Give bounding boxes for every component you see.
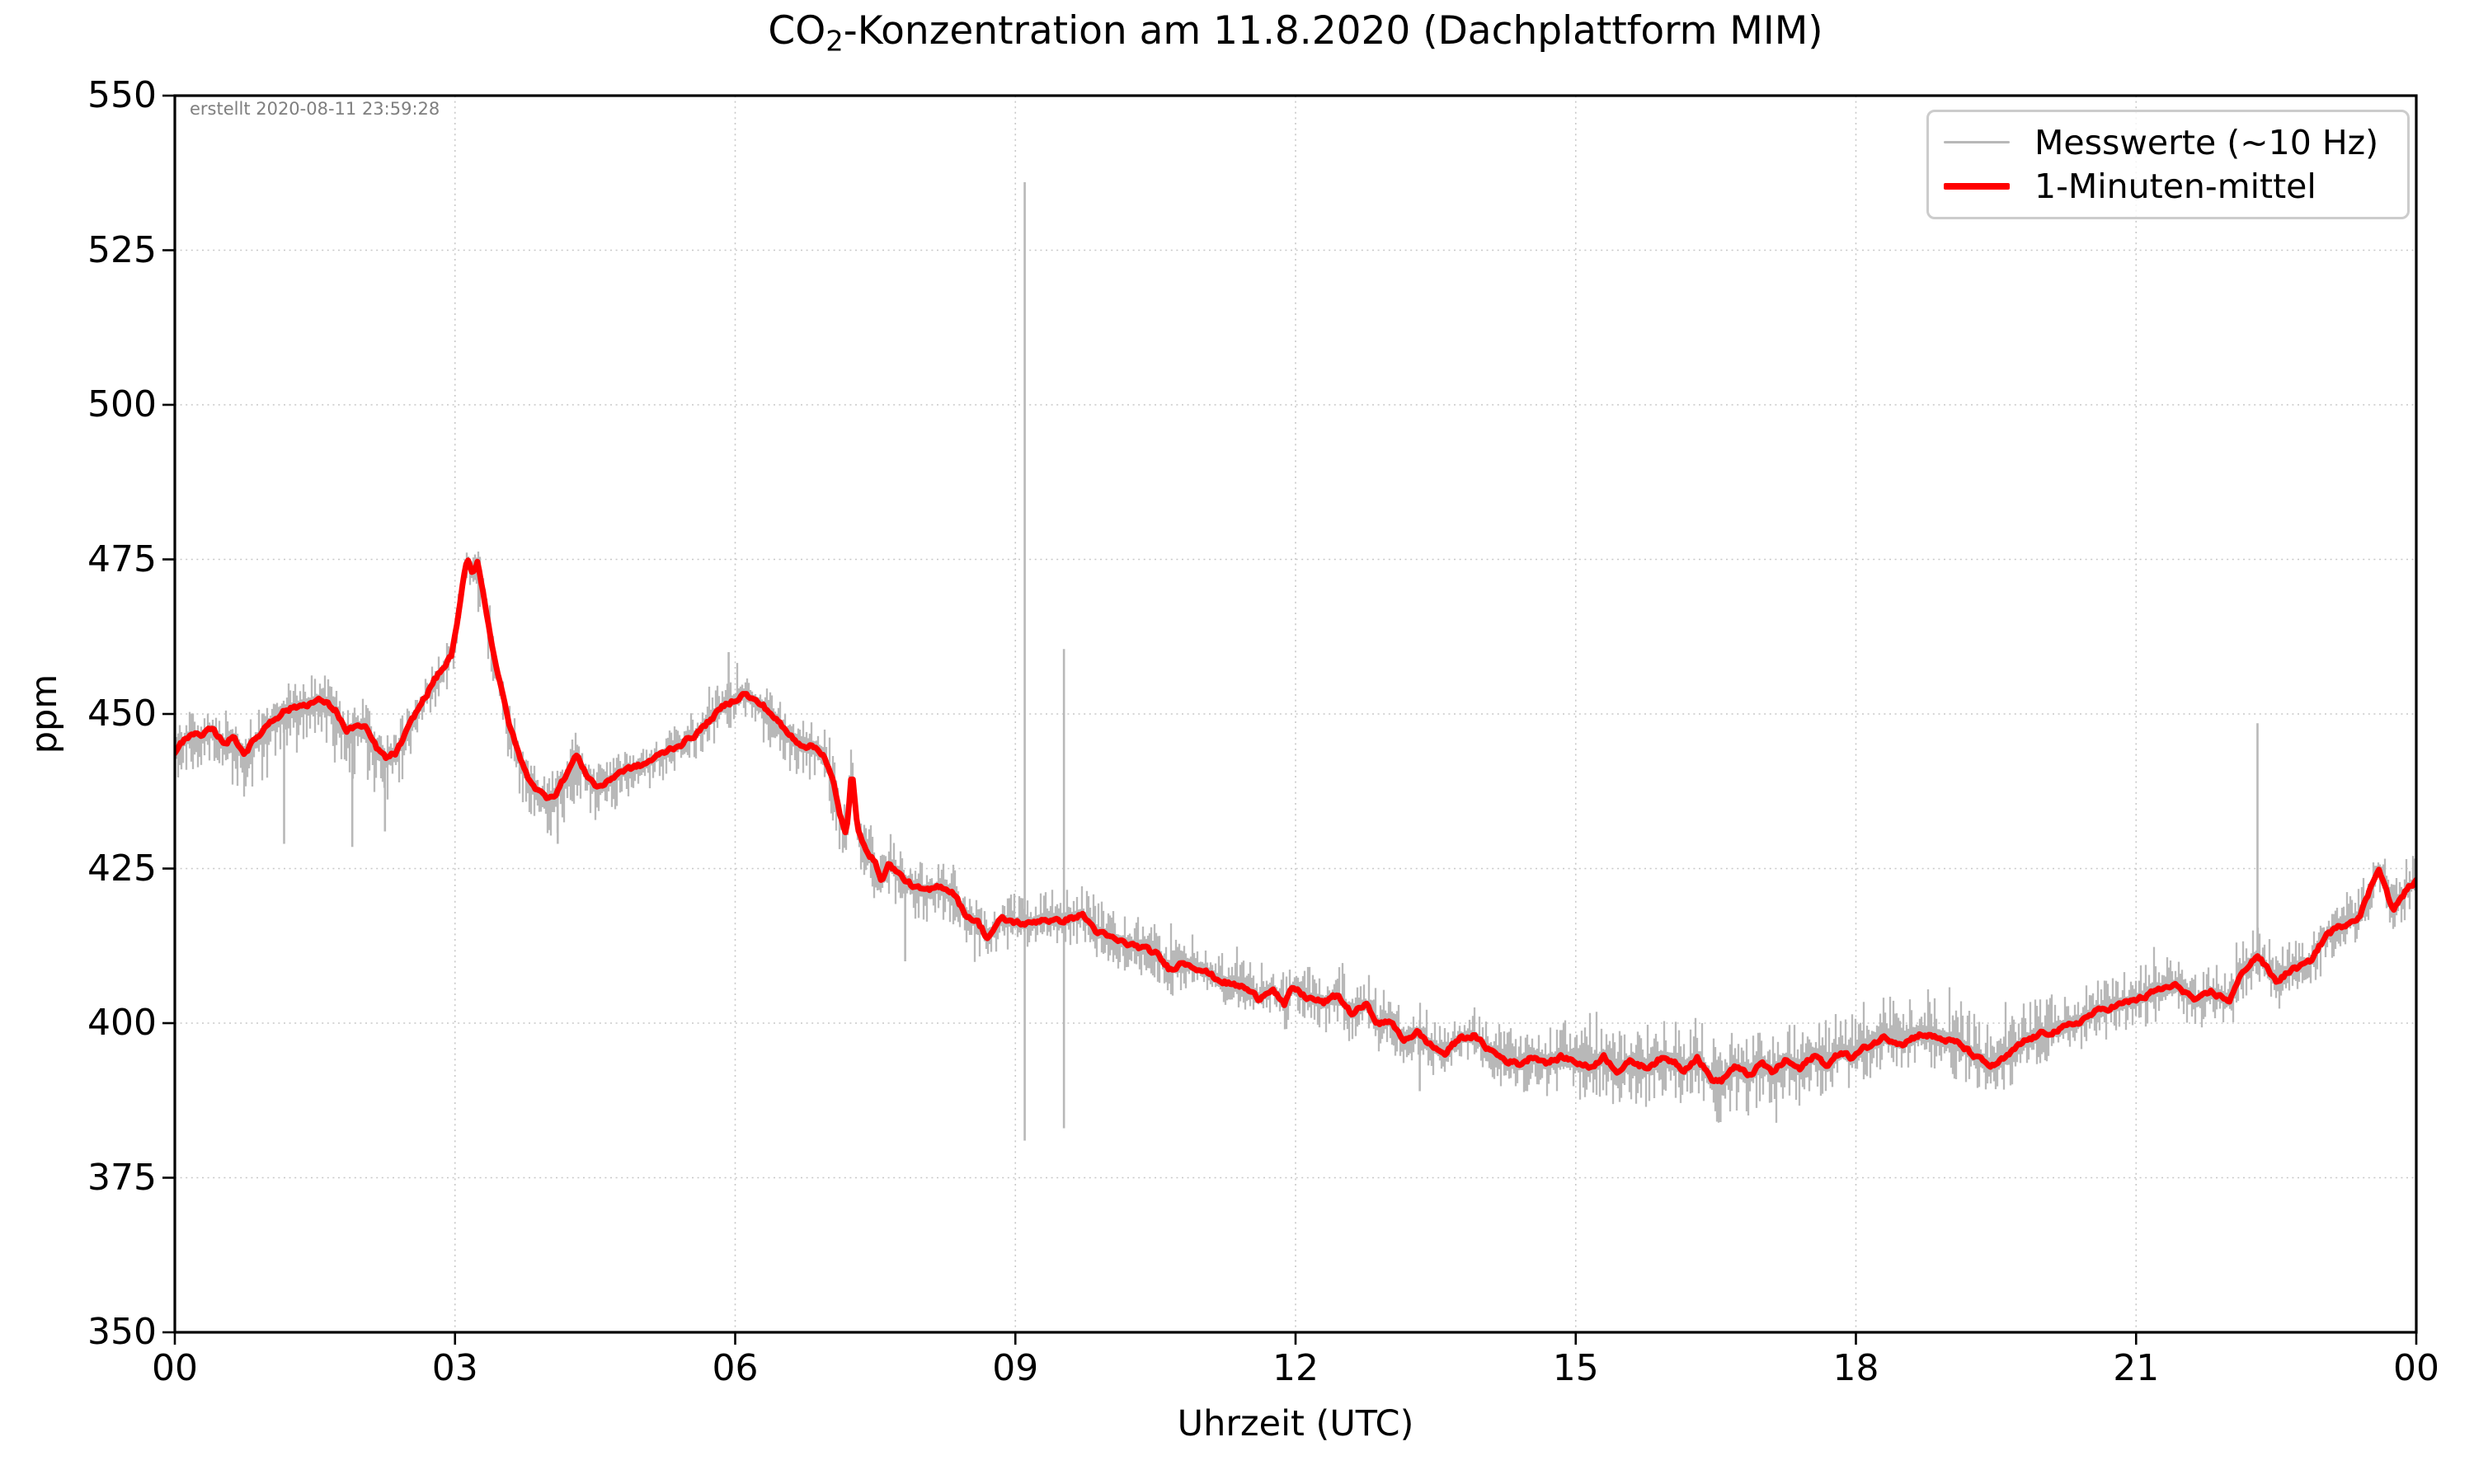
y-tick-label: 400 — [87, 1002, 157, 1044]
x-tick-label: 09 — [992, 1347, 1039, 1389]
x-tick-label: 06 — [712, 1347, 759, 1389]
chart-title-rest: -Konzentration am 11.8.2020 (Dachplattfo… — [843, 8, 1823, 54]
x-tick-label: 21 — [2113, 1347, 2160, 1389]
legend-item-minutenmittel: 1-Minuten-mittel — [1944, 165, 2392, 209]
legend-line-sample-gray — [1944, 141, 2010, 144]
legend-item-messwerte: Messwerte (~10 Hz) — [1944, 120, 2392, 165]
chart-title-subscript: 2 — [825, 25, 844, 58]
y-tick-label: 500 — [87, 383, 157, 425]
y-tick-label: 425 — [87, 847, 157, 890]
y-tick-label: 375 — [87, 1156, 157, 1199]
chart-title: CO2-Konzentration am 11.8.2020 (Dachplat… — [175, 8, 2416, 61]
x-tick-label: 12 — [1272, 1347, 1319, 1389]
legend-box: Messwerte (~10 Hz) 1-Minuten-mittel — [1926, 110, 2410, 219]
y-tick-label: 450 — [87, 693, 157, 735]
x-tick-label: 18 — [1832, 1347, 1879, 1389]
x-axis-label: Uhrzeit (UTC) — [1177, 1403, 1414, 1444]
y-tick-label: 475 — [87, 538, 157, 580]
y-tick-label: 550 — [87, 74, 157, 116]
x-tick-label: 00 — [152, 1347, 198, 1389]
x-tick-label: 00 — [2393, 1347, 2439, 1389]
x-tick-label: 03 — [431, 1347, 478, 1389]
y-tick-label: 350 — [87, 1311, 157, 1353]
chart-title-prefix: CO — [768, 8, 826, 54]
y-tick-label: 525 — [87, 228, 157, 271]
legend-label-messwerte: Messwerte (~10 Hz) — [2034, 122, 2379, 162]
created-timestamp-note: erstellt 2020-08-11 23:59:28 — [190, 99, 440, 119]
legend-label-minutenmittel: 1-Minuten-mittel — [2034, 167, 2316, 207]
legend-line-sample-red — [1944, 183, 2010, 190]
x-tick-label: 15 — [1552, 1347, 1599, 1389]
